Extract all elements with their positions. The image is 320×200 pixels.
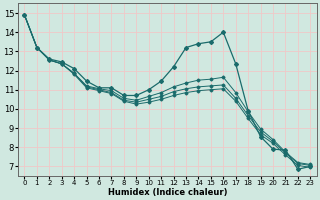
X-axis label: Humidex (Indice chaleur): Humidex (Indice chaleur) (108, 188, 227, 197)
